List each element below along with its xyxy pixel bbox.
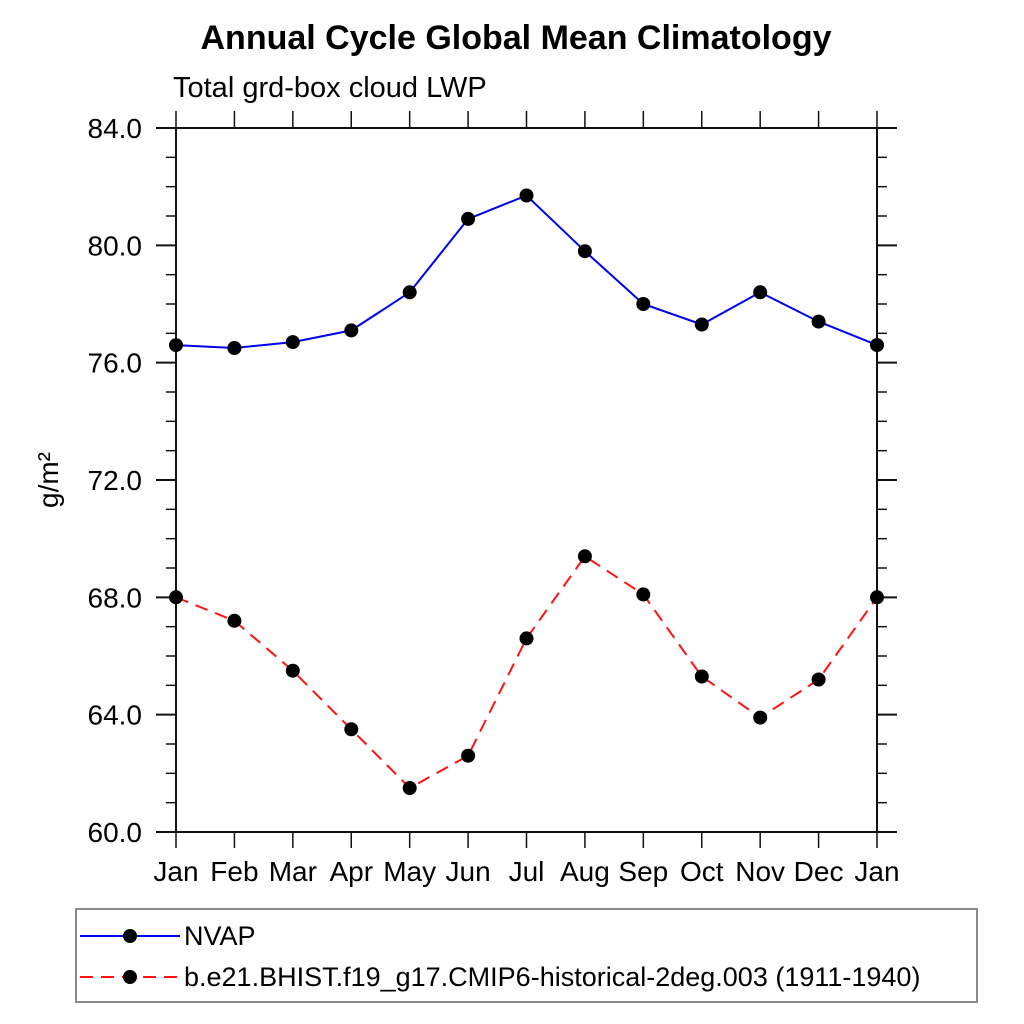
x-tick-label: Feb	[210, 856, 258, 887]
data-point-1	[227, 613, 242, 628]
data-point-1	[519, 631, 534, 646]
data-point-0	[169, 338, 183, 353]
chart-title: Annual Cycle Global Mean Climatology	[201, 19, 832, 57]
data-point-1	[870, 590, 884, 605]
y-tick-label: 84.0	[88, 113, 143, 144]
y-axis-label: g/m²	[33, 452, 64, 508]
data-point-1	[344, 722, 359, 737]
legend-box	[75, 908, 978, 1003]
data-point-1	[169, 590, 183, 605]
y-tick-label: 60.0	[88, 817, 143, 848]
data-point-0	[870, 338, 884, 353]
data-point-0	[227, 341, 242, 355]
data-point-0	[753, 285, 768, 300]
data-point-0	[285, 335, 300, 350]
x-tick-label: Aug	[560, 856, 610, 887]
data-point-1	[461, 748, 476, 763]
x-tick-label: Apr	[329, 856, 373, 887]
plot-frame	[175, 127, 878, 833]
data-point-0	[636, 297, 651, 311]
x-tick-label: Jan	[153, 856, 198, 887]
x-tick-label: Dec	[794, 856, 844, 887]
chart-subtitle: Total grd-box cloud LWP	[173, 72, 487, 104]
data-point-1	[753, 710, 768, 725]
legend-marker-dot	[123, 929, 137, 943]
data-point-1	[811, 672, 826, 687]
y-tick-label: 68.0	[88, 582, 143, 613]
x-tick-label: Sep	[618, 856, 668, 887]
y-tick-label: 76.0	[88, 348, 143, 379]
x-tick-label: Jan	[854, 856, 899, 887]
data-point-0	[461, 211, 476, 226]
data-point-0	[344, 323, 359, 338]
legend-marker-dot	[123, 970, 137, 984]
data-point-0	[811, 314, 826, 329]
data-point-0	[519, 188, 534, 203]
legend-item-model: b.e21.BHIST.f19_g17.CMIP6-historical-2de…	[80, 962, 920, 992]
data-point-1	[402, 781, 417, 795]
data-point-1	[694, 669, 709, 684]
legend-label-model: b.e21.BHIST.f19_g17.CMIP6-historical-2de…	[184, 962, 920, 992]
x-tick-label: Nov	[735, 856, 785, 887]
legend: NVAP b.e21.BHIST.f19_g17.CMIP6-historica…	[75, 908, 978, 1003]
data-point-0	[402, 285, 417, 300]
x-tick-label: Jul	[509, 856, 545, 887]
y-tick-label: 80.0	[88, 230, 143, 261]
y-tick-label: 64.0	[88, 700, 143, 731]
x-tick-label: Oct	[680, 856, 724, 887]
x-tick-label: Mar	[269, 856, 317, 887]
data-point-1	[285, 663, 300, 678]
series-line-0	[175, 194, 878, 350]
plot-area: 60.0 64.0 68.0 72.0 76.0 80.0 84.0 Jan Feb Mar Apr…	[88, 111, 900, 887]
data-point-1	[577, 549, 592, 564]
data-point-1	[636, 587, 651, 602]
x-tick-label: Jun	[446, 856, 491, 887]
y-tick-label: 72.0	[88, 465, 143, 496]
x-tick-label: May	[383, 856, 436, 887]
legend-item-nvap: NVAP	[80, 921, 256, 951]
data-point-0	[577, 244, 592, 259]
legend-label-nvap: NVAP	[184, 921, 256, 951]
series-line-1	[175, 554, 878, 790]
data-point-0	[694, 317, 709, 332]
